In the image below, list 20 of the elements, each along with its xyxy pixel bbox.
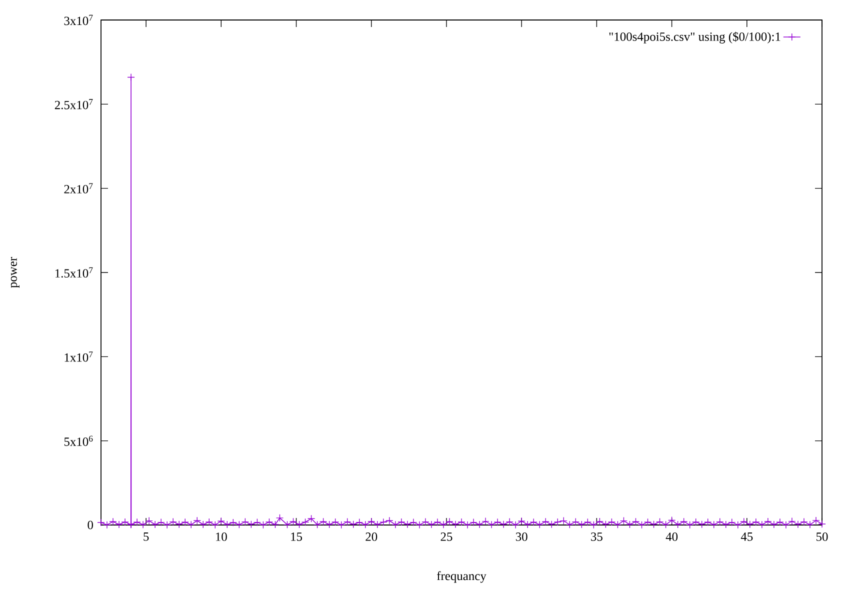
x-tick-label: 5	[144, 532, 149, 541]
x-tick-label: 20	[366, 532, 378, 541]
y-axis-title: power	[10, 257, 20, 288]
y-tick-label: 5x10$^{6}$	[64, 436, 93, 446]
y-tick-label: 1x10$^{7}$	[64, 352, 93, 362]
legend-label: "100s4poi5s.csv" using ($0/100):1	[609, 32, 780, 44]
x-tick-label: 30	[516, 532, 528, 541]
y-tick-label: 0	[88, 520, 94, 530]
y-tick-label: 1.5x10$^{7}$	[55, 267, 93, 278]
x-tick-label: 15	[291, 532, 302, 541]
y-tick-label: 3x10$^{7}$	[64, 14, 93, 26]
x-tick-label: 45	[740, 532, 753, 541]
y-tick-label: 2.5x10$^{7}$	[54, 99, 93, 110]
x-axis-title: frequancy	[437, 571, 486, 583]
x-tick-label: 35	[591, 532, 602, 541]
x-tick-label: 40	[666, 532, 678, 541]
x-tick-label: 25	[440, 532, 452, 541]
x-tick-label: 10	[216, 532, 227, 541]
x-tick-label: 50	[816, 532, 828, 541]
y-tick-label: 2x10$^{7}$	[64, 183, 93, 194]
